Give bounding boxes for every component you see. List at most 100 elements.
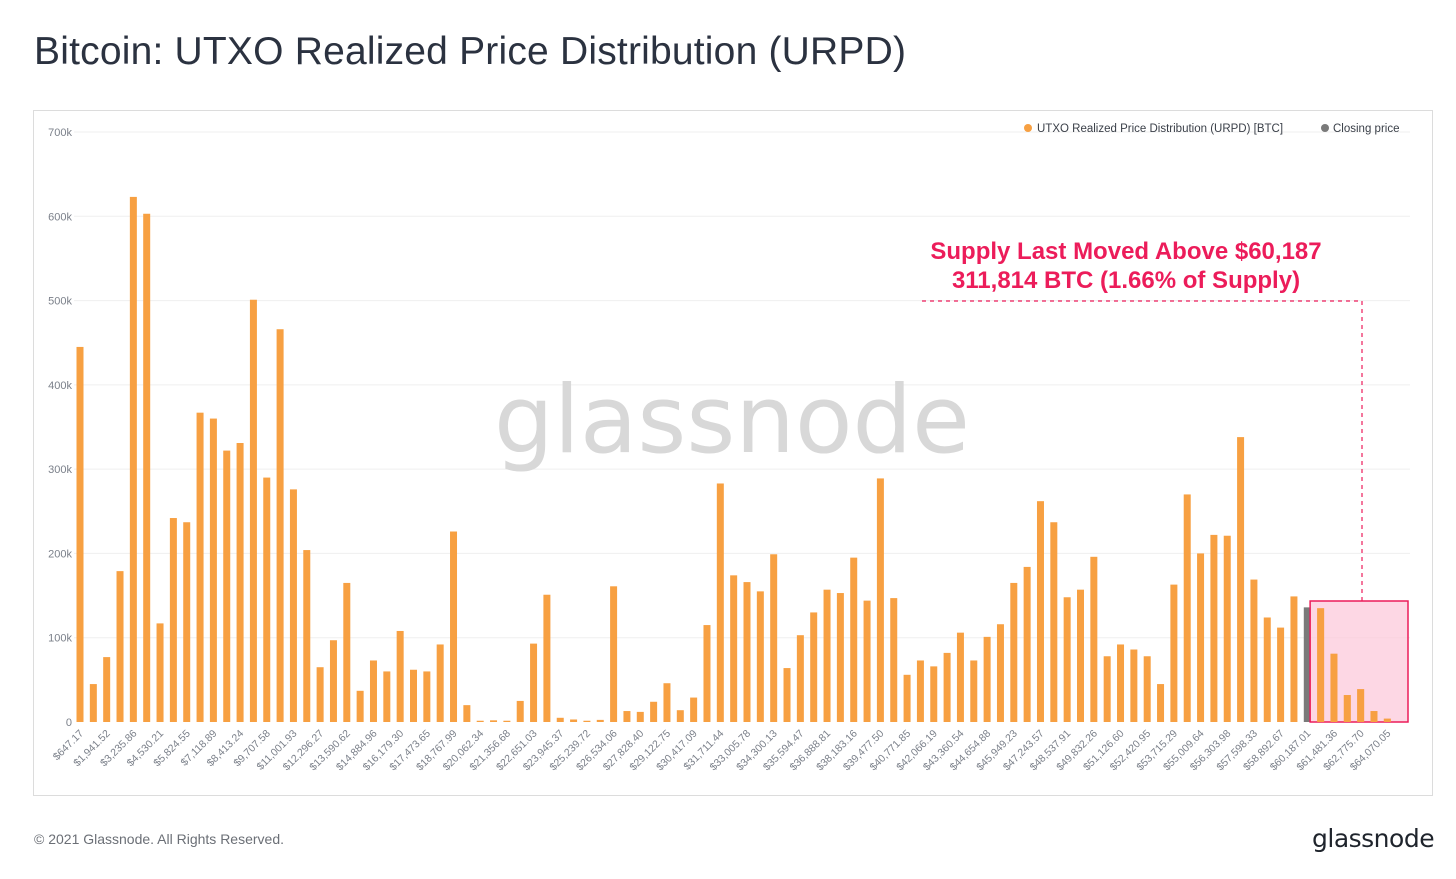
- urpd-bar[interactable]: [876, 478, 884, 722]
- urpd-bar[interactable]: [1036, 501, 1044, 722]
- urpd-bar[interactable]: [756, 591, 764, 722]
- urpd-bar[interactable]: [1237, 437, 1245, 722]
- urpd-bar[interactable]: [636, 711, 644, 722]
- urpd-bar[interactable]: [156, 623, 164, 722]
- urpd-bar[interactable]: [463, 705, 471, 722]
- urpd-bar[interactable]: [76, 346, 84, 722]
- urpd-bar[interactable]: [943, 652, 951, 722]
- urpd-bar-highlighted[interactable]: [1317, 608, 1325, 722]
- urpd-bar-highlighted[interactable]: [1383, 718, 1391, 722]
- urpd-bar-highlighted[interactable]: [1343, 695, 1351, 722]
- urpd-bar[interactable]: [103, 657, 111, 722]
- closing-price-bar[interactable]: [1303, 607, 1311, 722]
- urpd-bar[interactable]: [770, 554, 778, 722]
- urpd-bar[interactable]: [823, 589, 831, 722]
- urpd-bar[interactable]: [663, 683, 671, 722]
- urpd-bar[interactable]: [903, 674, 911, 722]
- urpd-bar[interactable]: [1210, 534, 1218, 722]
- urpd-bar[interactable]: [836, 593, 844, 722]
- urpd-bar[interactable]: [850, 557, 858, 722]
- urpd-bar[interactable]: [89, 684, 97, 722]
- urpd-bar[interactable]: [450, 531, 458, 722]
- urpd-bar[interactable]: [249, 299, 257, 722]
- urpd-bar[interactable]: [583, 720, 591, 722]
- urpd-bar[interactable]: [916, 660, 924, 722]
- urpd-bar[interactable]: [276, 329, 284, 722]
- urpd-bar[interactable]: [1170, 584, 1178, 722]
- urpd-bar[interactable]: [116, 571, 124, 722]
- urpd-bar[interactable]: [236, 443, 244, 722]
- urpd-bar[interactable]: [930, 666, 938, 722]
- urpd-bar[interactable]: [1130, 649, 1138, 722]
- urpd-bar[interactable]: [1290, 596, 1298, 722]
- urpd-bar[interactable]: [676, 710, 684, 722]
- urpd-bar[interactable]: [516, 700, 524, 722]
- urpd-bar[interactable]: [490, 720, 498, 722]
- urpd-bar[interactable]: [650, 701, 658, 722]
- urpd-bar[interactable]: [143, 213, 151, 722]
- urpd-bar[interactable]: [1103, 656, 1111, 722]
- urpd-bar[interactable]: [1143, 656, 1151, 722]
- urpd-bar[interactable]: [1250, 579, 1258, 722]
- urpd-bar[interactable]: [1050, 522, 1058, 722]
- urpd-bar[interactable]: [970, 660, 978, 722]
- urpd-bar[interactable]: [410, 669, 417, 722]
- urpd-bar[interactable]: [1223, 535, 1231, 722]
- urpd-bar[interactable]: [329, 640, 337, 722]
- urpd-bar[interactable]: [1277, 627, 1285, 722]
- urpd-bar[interactable]: [796, 635, 804, 722]
- urpd-bar[interactable]: [1023, 566, 1031, 722]
- urpd-bar[interactable]: [996, 624, 1004, 722]
- urpd-bar[interactable]: [436, 644, 444, 722]
- urpd-bar[interactable]: [956, 632, 964, 722]
- urpd-bar-highlighted[interactable]: [1357, 689, 1365, 722]
- urpd-bar[interactable]: [289, 489, 297, 722]
- urpd-bar[interactable]: [570, 719, 578, 722]
- urpd-bar[interactable]: [209, 418, 217, 722]
- urpd-bar[interactable]: [129, 196, 137, 722]
- urpd-bar[interactable]: [983, 636, 991, 722]
- urpd-bar[interactable]: [783, 668, 791, 722]
- urpd-bar[interactable]: [343, 582, 351, 722]
- urpd-bar[interactable]: [383, 671, 391, 722]
- urpd-bar[interactable]: [703, 625, 711, 722]
- urpd-bar[interactable]: [503, 720, 511, 722]
- urpd-bar[interactable]: [223, 450, 231, 722]
- urpd-bar[interactable]: [1090, 556, 1098, 722]
- urpd-bar[interactable]: [730, 575, 738, 722]
- urpd-bar[interactable]: [596, 719, 604, 722]
- urpd-bar[interactable]: [1077, 589, 1084, 722]
- urpd-bar[interactable]: [716, 483, 724, 722]
- urpd-bar[interactable]: [1197, 553, 1205, 722]
- urpd-bar[interactable]: [396, 630, 404, 722]
- urpd-bar[interactable]: [623, 711, 631, 722]
- urpd-bar[interactable]: [543, 594, 551, 722]
- urpd-bar-highlighted[interactable]: [1330, 653, 1338, 722]
- urpd-bar[interactable]: [530, 643, 538, 722]
- urpd-bar[interactable]: [316, 667, 324, 722]
- urpd-bar[interactable]: [1117, 644, 1125, 722]
- urpd-bar[interactable]: [863, 600, 871, 722]
- urpd-bar[interactable]: [690, 697, 698, 722]
- glassnode-logo[interactable]: glassnode: [1312, 824, 1435, 853]
- urpd-bar[interactable]: [1010, 582, 1018, 722]
- urpd-bar[interactable]: [1263, 617, 1271, 722]
- urpd-bar[interactable]: [423, 671, 431, 722]
- urpd-bar[interactable]: [1183, 494, 1191, 722]
- urpd-bar[interactable]: [169, 518, 177, 722]
- urpd-bar[interactable]: [183, 522, 191, 722]
- urpd-bar[interactable]: [196, 412, 204, 722]
- urpd-bar[interactable]: [810, 612, 818, 722]
- urpd-bar[interactable]: [556, 717, 564, 722]
- urpd-bar[interactable]: [1157, 684, 1165, 722]
- urpd-bar[interactable]: [303, 550, 311, 722]
- urpd-bar[interactable]: [610, 586, 618, 722]
- urpd-bar[interactable]: [743, 582, 751, 722]
- urpd-bar[interactable]: [369, 660, 377, 722]
- urpd-bar[interactable]: [476, 720, 484, 722]
- urpd-bar-highlighted[interactable]: [1370, 711, 1378, 722]
- urpd-bar[interactable]: [263, 477, 271, 722]
- urpd-bar[interactable]: [890, 598, 898, 722]
- urpd-bar[interactable]: [356, 690, 364, 722]
- urpd-bar[interactable]: [1063, 597, 1071, 722]
